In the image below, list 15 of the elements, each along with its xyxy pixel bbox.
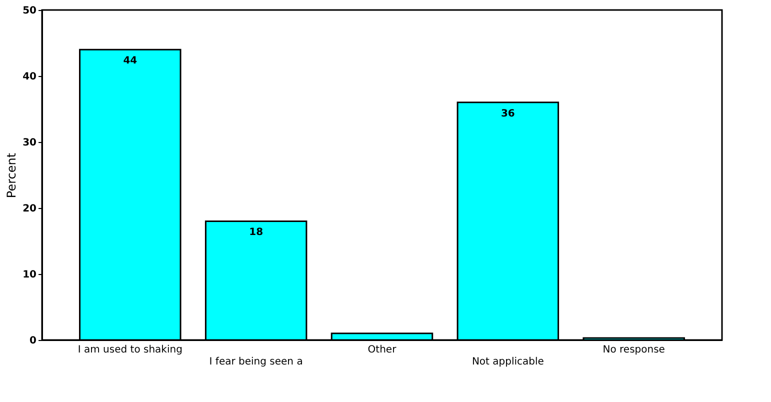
x-tick-label: I am used to shaking bbox=[78, 344, 182, 356]
data-label: 18 bbox=[249, 227, 264, 238]
y-tick-label: 10 bbox=[22, 270, 37, 280]
y-tick-label: 40 bbox=[22, 72, 37, 82]
x-tick-label: No response bbox=[602, 344, 665, 356]
y-axis-title: Percent bbox=[4, 152, 19, 198]
x-tick-label: Not applicable bbox=[472, 356, 544, 368]
x-tick-label: I fear being seen a bbox=[209, 356, 303, 368]
y-tick-label: 0 bbox=[30, 336, 37, 346]
y-tick-label: 30 bbox=[22, 138, 37, 148]
data-label: 36 bbox=[500, 108, 515, 120]
y-tick-label: 20 bbox=[22, 204, 37, 214]
data-label: 44 bbox=[123, 56, 138, 67]
x-tick-label: Other bbox=[368, 344, 398, 356]
y-tick-label: 50 bbox=[22, 6, 37, 16]
